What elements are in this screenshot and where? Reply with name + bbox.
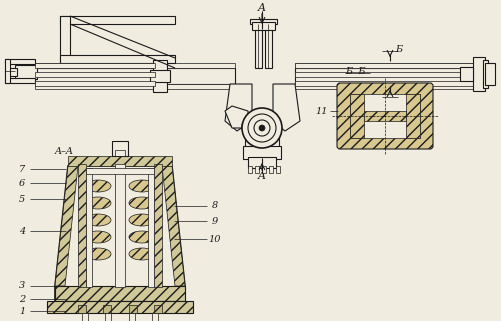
Bar — [35, 81, 155, 86]
Bar — [295, 63, 478, 68]
Text: 5: 5 — [19, 195, 25, 204]
Bar — [154, 164, 162, 287]
Bar — [483, 60, 488, 88]
Bar — [55, 286, 185, 301]
Bar — [295, 68, 478, 84]
Bar — [295, 63, 478, 68]
Polygon shape — [273, 84, 300, 131]
Bar — [252, 22, 275, 30]
Text: 3: 3 — [19, 282, 25, 291]
Bar — [60, 16, 70, 63]
Bar — [262, 166, 266, 173]
Bar — [245, 128, 279, 148]
Bar — [103, 305, 111, 313]
Ellipse shape — [129, 248, 155, 260]
Bar — [112, 141, 128, 156]
Bar — [35, 63, 155, 68]
Bar — [248, 166, 252, 173]
Ellipse shape — [85, 248, 111, 260]
Text: 1: 1 — [19, 307, 25, 316]
Bar — [82, 313, 88, 321]
Bar — [5, 78, 35, 83]
Ellipse shape — [129, 231, 155, 243]
Text: 8: 8 — [212, 202, 218, 211]
Bar — [460, 67, 473, 81]
Text: A: A — [258, 3, 266, 13]
Bar — [47, 301, 193, 313]
Bar — [295, 72, 478, 77]
Text: 9: 9 — [212, 216, 218, 225]
Bar — [364, 111, 406, 121]
Ellipse shape — [129, 197, 155, 209]
Bar — [129, 313, 135, 321]
Bar — [78, 305, 86, 313]
Bar — [35, 84, 235, 89]
Bar — [255, 166, 259, 173]
Bar — [129, 305, 137, 313]
Bar — [68, 156, 172, 166]
Bar — [153, 60, 167, 92]
Bar — [269, 166, 273, 173]
Bar — [473, 57, 485, 91]
Bar — [406, 94, 420, 138]
Circle shape — [254, 120, 270, 136]
Polygon shape — [55, 166, 185, 301]
Ellipse shape — [85, 214, 111, 226]
Ellipse shape — [85, 180, 111, 192]
Text: Б  Б: Б Б — [345, 66, 366, 75]
Circle shape — [259, 125, 265, 131]
Text: 4: 4 — [19, 227, 25, 236]
Bar — [350, 94, 420, 138]
Text: Б: Б — [395, 46, 402, 55]
Bar — [105, 313, 111, 321]
Bar — [5, 59, 35, 64]
Bar — [35, 72, 155, 77]
Bar — [35, 68, 235, 84]
Bar — [350, 94, 364, 138]
Bar — [295, 81, 478, 86]
Bar — [60, 55, 175, 63]
Ellipse shape — [85, 197, 111, 209]
Polygon shape — [225, 84, 252, 131]
Text: 7: 7 — [19, 164, 25, 173]
Polygon shape — [225, 106, 248, 128]
FancyBboxPatch shape — [337, 83, 433, 149]
Text: 6: 6 — [19, 178, 25, 187]
Bar — [60, 16, 175, 24]
Bar — [250, 19, 277, 24]
Bar — [115, 164, 125, 287]
Bar — [78, 164, 86, 287]
Bar — [115, 150, 125, 156]
Bar — [35, 63, 235, 68]
Text: 11: 11 — [316, 107, 328, 116]
Bar — [243, 146, 281, 159]
Text: A–A: A–A — [55, 146, 74, 155]
Bar — [276, 166, 280, 173]
Bar — [248, 157, 276, 168]
Bar — [5, 59, 10, 83]
Polygon shape — [55, 166, 78, 286]
Bar — [485, 63, 495, 85]
Bar — [5, 68, 17, 76]
Bar — [154, 305, 162, 313]
Bar — [150, 70, 170, 82]
Text: Б: Б — [395, 92, 402, 101]
Circle shape — [248, 114, 276, 142]
Bar — [15, 65, 37, 79]
Ellipse shape — [85, 231, 111, 243]
Circle shape — [242, 108, 282, 148]
Bar — [152, 313, 158, 321]
Ellipse shape — [129, 180, 155, 192]
Bar — [86, 168, 154, 174]
Text: 2: 2 — [19, 294, 25, 303]
Bar — [86, 168, 92, 287]
Bar — [148, 168, 154, 287]
Ellipse shape — [129, 214, 155, 226]
Text: A: A — [258, 171, 266, 181]
Bar — [295, 84, 478, 89]
Polygon shape — [162, 166, 185, 286]
Bar — [255, 20, 262, 68]
Text: 10: 10 — [209, 235, 221, 244]
Bar — [265, 20, 272, 68]
